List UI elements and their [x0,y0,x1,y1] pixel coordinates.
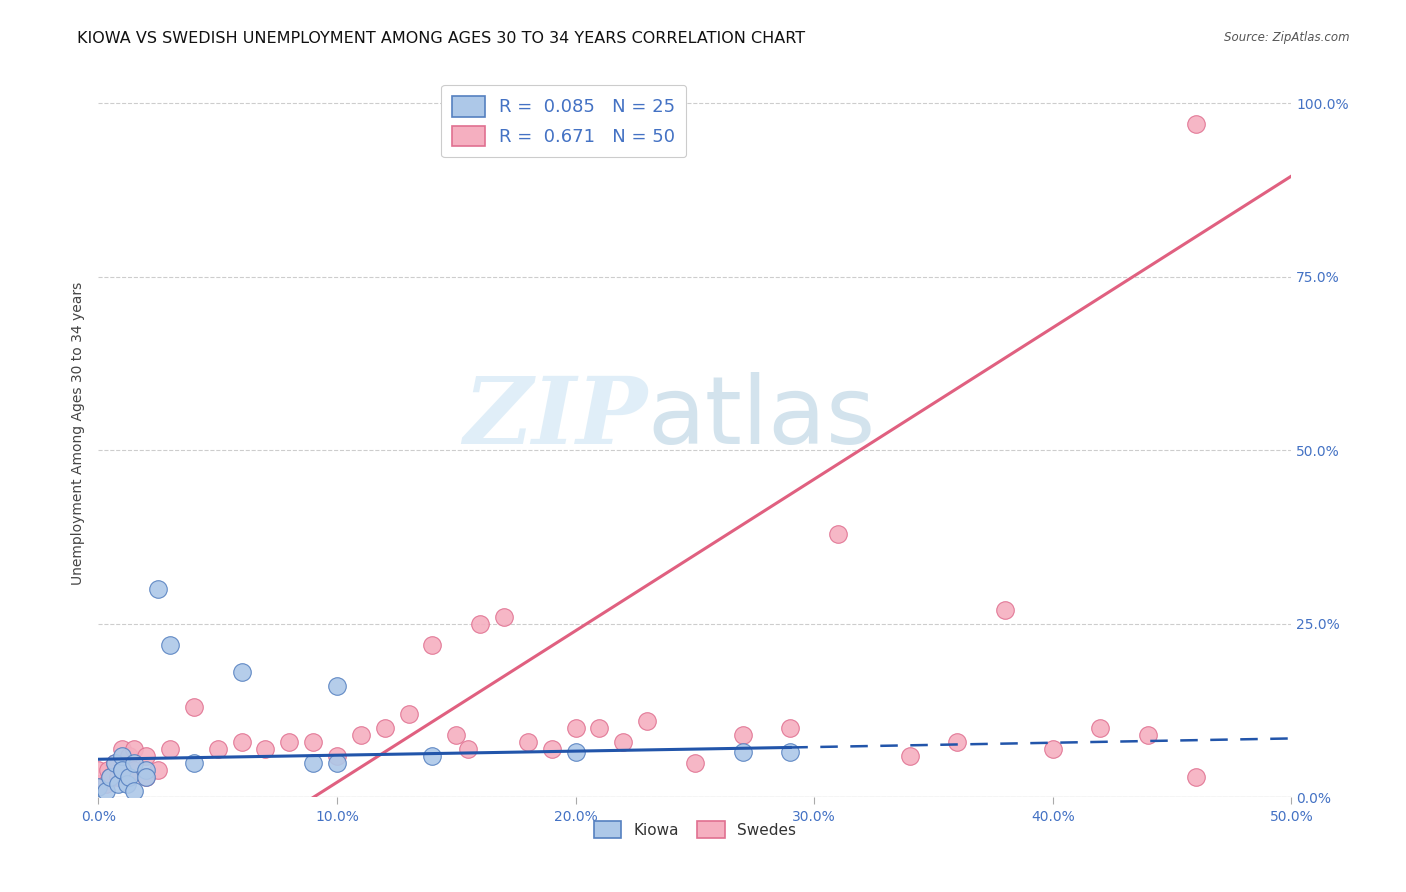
Point [231,665,253,680]
Point [98,770,121,784]
Point [779,745,801,759]
Point [470,616,492,631]
Point [457,742,479,756]
Point [87,776,110,790]
Point [183,700,205,714]
Point [492,610,515,624]
Point [254,742,277,756]
Point [122,742,145,756]
Point [135,763,157,777]
Point [278,735,301,749]
Point [146,582,169,597]
Point [159,638,181,652]
Point [994,603,1017,617]
Point [540,742,562,756]
Point [98,770,121,784]
Point [111,763,134,777]
Legend: Kiowa, Swedes: Kiowa, Swedes [588,814,803,845]
Point [636,714,658,728]
Point [111,763,134,777]
Point [1090,721,1112,735]
Point [1185,770,1208,784]
Point [564,745,586,759]
Point [94,776,117,790]
Point [731,745,754,759]
Point [827,526,849,541]
Point [683,756,706,770]
Point [122,756,145,770]
Point [231,735,253,749]
Point [398,707,420,722]
Point [107,770,129,784]
Point [326,748,349,763]
Text: Source: ZipAtlas.com: Source: ZipAtlas.com [1225,31,1350,45]
Point [588,721,610,735]
Point [97,763,120,777]
Point [446,728,468,742]
Point [135,770,157,784]
Point [146,763,169,777]
Point [207,742,229,756]
Point [564,721,586,735]
Point [350,728,373,742]
Point [612,735,634,749]
Point [104,756,127,770]
Point [135,748,157,763]
Point [111,742,134,756]
Point [516,735,538,749]
Point [326,679,349,693]
Point [946,735,969,749]
Point [122,763,145,777]
Text: KIOWA VS SWEDISH UNEMPLOYMENT AMONG AGES 30 TO 34 YEARS CORRELATION CHART: KIOWA VS SWEDISH UNEMPLOYMENT AMONG AGES… [77,31,806,46]
Point [731,728,754,742]
Point [302,756,325,770]
Point [115,776,138,790]
Point [422,748,444,763]
Point [779,721,801,735]
Point [326,756,349,770]
Point [898,748,921,763]
Point [118,748,141,763]
Point [135,770,157,784]
Point [422,638,444,652]
Y-axis label: Unemployment Among Ages 30 to 34 years: Unemployment Among Ages 30 to 34 years [72,281,86,584]
Point [111,763,134,777]
Text: ZIP: ZIP [463,374,647,464]
Point [1042,742,1064,756]
Point [104,756,127,770]
Text: atlas: atlas [647,372,876,465]
Point [118,770,141,784]
Point [107,776,129,790]
Point [159,742,181,756]
Point [94,783,117,797]
Point [111,748,134,763]
Point [183,756,205,770]
Point [1137,728,1160,742]
Point [122,783,145,797]
Point [115,770,138,784]
Point [87,763,110,777]
Point [302,735,325,749]
Point [1185,117,1208,131]
Point [374,721,396,735]
Point [87,780,110,794]
